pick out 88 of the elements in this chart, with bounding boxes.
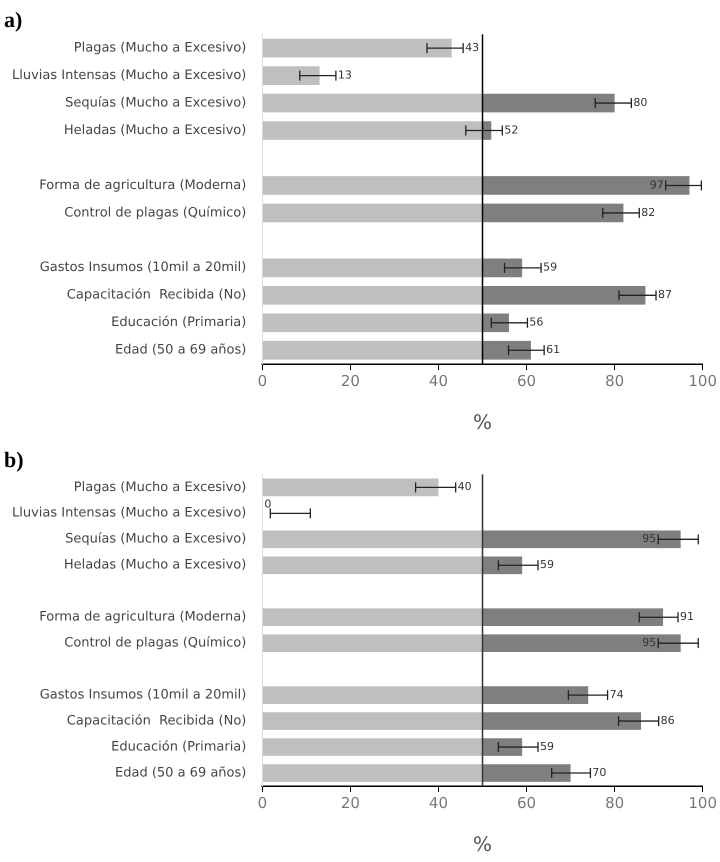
total-label: 43 (465, 40, 480, 54)
x-tick-label: 20 (340, 372, 360, 390)
bar (482, 340, 531, 360)
bar (262, 764, 483, 782)
x-axis-title: % (473, 832, 492, 856)
y-tick-label: Capacitación Recibida (No) (66, 713, 246, 728)
total-label: 82 (641, 206, 656, 219)
y-tick-label: Gastos Insumos (10mil a 20mil) (40, 687, 246, 702)
y-tick-label: Educación (Primaria) (111, 739, 246, 754)
bar (482, 94, 615, 112)
bar (262, 634, 483, 652)
bar (262, 478, 438, 496)
total-label: 97 (650, 178, 664, 192)
total-label: 56 (529, 316, 544, 329)
x-tick-label: 60 (517, 372, 536, 390)
bar (262, 286, 483, 305)
bar (482, 634, 681, 652)
bar (262, 556, 483, 574)
bar (262, 258, 483, 278)
total-label: 91 (680, 610, 694, 624)
x-tick-label: 60 (517, 794, 536, 812)
bar (262, 738, 483, 756)
x-tick-label: 40 (428, 372, 448, 390)
bar (482, 764, 571, 782)
total-label: 87 (658, 288, 672, 302)
bar (262, 530, 483, 548)
y-tick-label: Plagas (Mucho a Excesivo) (74, 480, 246, 495)
x-tick-label: 100 (688, 372, 718, 390)
bar (262, 686, 483, 704)
bar (262, 121, 483, 140)
x-tick-label: 80 (605, 794, 624, 812)
x-tick-label: 80 (605, 372, 624, 390)
total-label: 59 (540, 740, 554, 753)
total-label: 13 (338, 68, 352, 82)
y-tick-label: Forma de agricultura (Moderna) (39, 178, 246, 193)
bar (262, 712, 483, 730)
y-tick-label: Control de plagas (Químico) (64, 205, 246, 220)
x-tick-label: 100 (688, 794, 718, 812)
y-tick-label: Forma de agricultura (Moderna) (39, 610, 246, 625)
bar (482, 712, 642, 730)
bar (482, 686, 588, 704)
y-tick-label: Lluvias Intensas (Mucho a Excesivo) (12, 506, 246, 521)
total-label: 95 (642, 532, 656, 546)
text: b) (4, 446, 24, 472)
y-tick-label: Educación (Primaria) (111, 315, 246, 330)
total-label: 86 (660, 714, 675, 727)
bar (482, 286, 646, 305)
x-tick-label: 0 (258, 372, 268, 390)
y-tick-label: Capacitación Recibida (No) (66, 288, 246, 303)
y-tick-label: Sequías (Mucho a Excesivo) (65, 95, 246, 110)
x-tick-label: 0 (258, 794, 268, 812)
y-tick-label: Edad (50 a 69 años) (115, 765, 246, 780)
total-label: 52 (504, 123, 518, 136)
bar (482, 608, 664, 626)
bar (262, 608, 483, 626)
y-tick-label: Heladas (Mucho a Excesivo) (64, 122, 246, 138)
total-label: 70 (592, 766, 606, 779)
total-label: 61 (546, 343, 560, 356)
y-tick-label: Sequías (Mucho a Excesivo) (65, 532, 246, 547)
x-axis-title: % (473, 410, 492, 434)
bar (262, 94, 483, 112)
text: a) (4, 6, 22, 32)
total-label: 95 (642, 636, 656, 650)
bar (262, 313, 483, 332)
bar (482, 204, 624, 222)
bar (482, 176, 690, 195)
y-tick-label: Lluvias Intensas (Mucho a Excesivo) (12, 68, 246, 83)
bar (482, 738, 522, 756)
y-tick-label: Heladas (Mucho a Excesivo) (64, 558, 246, 573)
bar (262, 204, 483, 222)
bar (482, 258, 522, 278)
bar (262, 340, 483, 360)
bar (482, 530, 681, 548)
x-tick-label: 20 (340, 794, 360, 812)
total-label: 0 (264, 498, 272, 511)
bar (262, 176, 483, 195)
total-label: 80 (633, 96, 648, 109)
total-label: 59 (540, 558, 554, 572)
y-tick-label: Gastos Insumos (10mil a 20mil) (40, 260, 246, 276)
y-tick-label: Control de plagas (Químico) (64, 636, 246, 651)
y-tick-label: Edad (50 a 69 años) (115, 342, 246, 358)
total-label: 59 (543, 260, 558, 274)
bar (262, 66, 320, 85)
y-tick-label: Plagas (Mucho a Excesivo) (74, 40, 246, 56)
total-label: 40 (458, 480, 472, 494)
bar (262, 38, 452, 58)
x-tick-label: 40 (428, 794, 448, 812)
total-label: 74 (610, 688, 624, 701)
